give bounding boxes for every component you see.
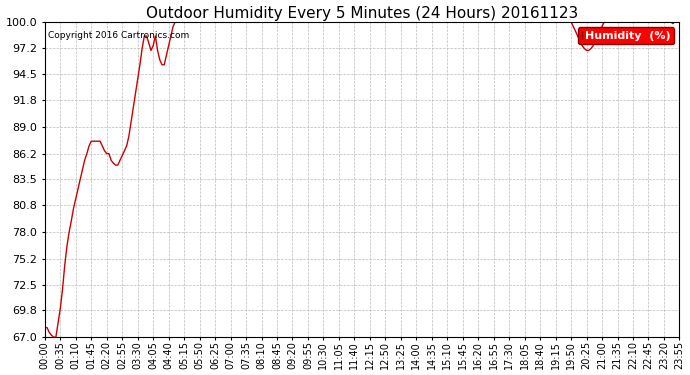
Text: Copyright 2016 Cartronics.com: Copyright 2016 Cartronics.com xyxy=(48,31,189,40)
Title: Outdoor Humidity Every 5 Minutes (24 Hours) 20161123: Outdoor Humidity Every 5 Minutes (24 Hou… xyxy=(146,6,578,21)
Legend: Humidity  (%): Humidity (%) xyxy=(578,27,674,44)
